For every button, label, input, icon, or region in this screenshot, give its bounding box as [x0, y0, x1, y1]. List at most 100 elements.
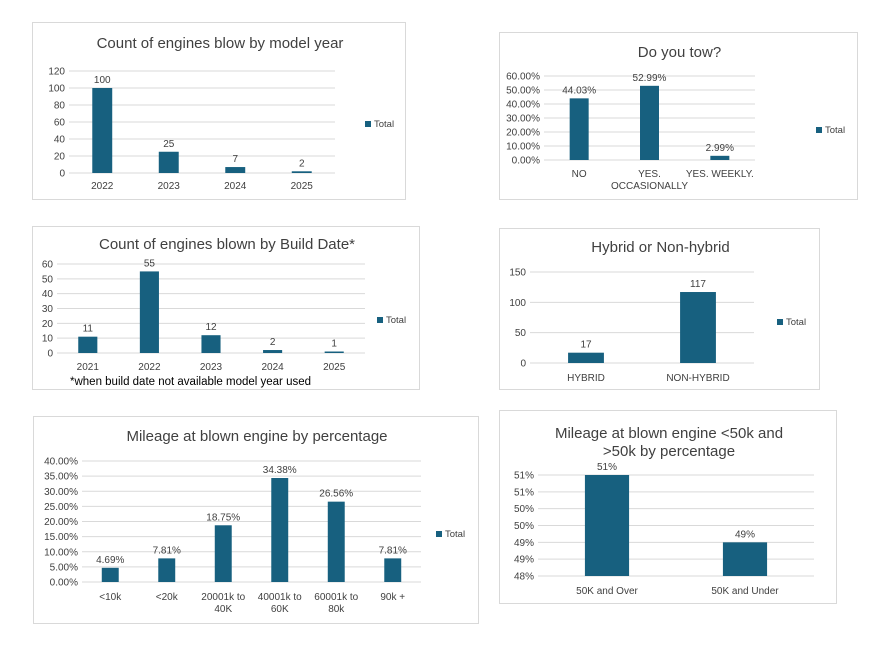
data-label: 7.81% [153, 545, 181, 556]
category-label: <10k [99, 592, 122, 603]
hybrid-chart-svg: Hybrid or Non-hybrid 0 50 100 150 17 HYBRID 117… [509, 239, 806, 384]
data-label: 55 [144, 258, 156, 269]
chart-panel-mileage-50k: Mileage at blown engine <50k and >50k by … [499, 410, 837, 604]
data-label: 34.38% [263, 465, 297, 476]
legend-swatch [365, 121, 371, 127]
y-tick-label: 60 [42, 260, 54, 271]
y-tick-label: 40 [42, 289, 54, 300]
data-label: 12 [205, 322, 217, 333]
tow-chart-svg: Do you tow? 0.00% 10.00% 20.00% 30.00% 40.00%… [506, 44, 845, 192]
category-label: 40001k to 60K [258, 592, 302, 615]
data-label: 18.75% [206, 512, 240, 523]
y-tick-label: 20 [42, 319, 54, 330]
y-tick-label: 0.00% [50, 578, 78, 589]
y-tick-label: 0 [59, 169, 65, 180]
category-label: HYBRID [567, 373, 605, 384]
bar [640, 85, 659, 160]
y-tick-label: 150 [509, 268, 526, 279]
chart-title: Hybrid or Non-hybrid [591, 239, 729, 256]
bar [158, 558, 176, 582]
bar [225, 167, 246, 173]
data-label: 11 [83, 324, 94, 335]
y-tick-label: 25.00% [44, 502, 78, 513]
y-tick-label: 50 [515, 328, 527, 339]
legend-swatch [816, 127, 822, 133]
y-tick-label: 50% [514, 504, 534, 515]
chart-panel-mileage: Mileage at blown engine by percentage 0.0… [33, 416, 479, 624]
data-label: 49% [735, 529, 755, 540]
y-tick-label: 60.00% [506, 72, 540, 83]
y-tick-label: 100 [509, 298, 526, 309]
bar [722, 542, 768, 576]
bar [201, 335, 221, 353]
category-label: 2021 [77, 362, 100, 373]
y-tick-label: 5.00% [50, 562, 78, 573]
bar [78, 336, 98, 353]
category-label: 2022 [91, 181, 114, 192]
category-label: NO [572, 169, 587, 180]
legend-label: Total [445, 529, 465, 540]
y-tick-label: 50% [514, 521, 534, 532]
bar [569, 98, 589, 160]
data-label: 26.56% [319, 489, 353, 500]
chart-title: Count of engines blown by Build Date* [99, 236, 355, 253]
data-label: 7 [232, 154, 238, 165]
legend-swatch [777, 319, 783, 325]
bar [291, 171, 312, 173]
chart-title: Mileage at blown engine by percentage [126, 428, 387, 445]
y-tick-label: 49% [514, 538, 534, 549]
legend-label: Total [374, 119, 394, 130]
y-tick-label: 30.00% [506, 114, 540, 125]
y-tick-label: 51% [514, 471, 534, 482]
data-label: 4.69% [96, 555, 124, 566]
y-tick-label: 10.00% [44, 547, 78, 558]
category-label: 2025 [323, 362, 346, 373]
chart-title: Mileage at blown engine <50k and >50k by … [555, 425, 783, 460]
category-label: 90k + [380, 592, 405, 603]
model_year-chart-svg: Count of engines blow by model year 0 20 40… [48, 35, 394, 192]
y-tick-label: 60 [54, 118, 66, 129]
y-tick-label: 15.00% [44, 532, 78, 543]
data-label: 17 [580, 340, 592, 351]
category-label: YES. OCCASIONALLY [611, 169, 688, 192]
mileage-chart-svg: Mileage at blown engine by percentage 0.0… [44, 428, 465, 615]
category-label: 50K and Under [711, 586, 779, 597]
data-label: 100 [94, 75, 111, 86]
footnote: *when build date not available model yea… [70, 376, 311, 388]
y-tick-label: 100 [48, 84, 65, 95]
bar [710, 155, 730, 160]
mileage_50k-chart-svg: Mileage at blown engine <50k and >50k by … [514, 425, 814, 597]
data-label: 25 [163, 139, 175, 150]
bar [139, 271, 159, 353]
bar [263, 350, 283, 353]
y-tick-label: 20 [54, 152, 66, 163]
y-tick-label: 48% [514, 572, 534, 583]
build_date-chart-svg: Count of engines blown by Build Date* 0 10… [42, 236, 406, 388]
y-tick-label: 51% [514, 487, 534, 498]
category-label: YES. WEEKLY. [686, 169, 754, 180]
y-tick-label: 0.00% [512, 156, 540, 167]
y-tick-label: 49% [514, 555, 534, 566]
y-tick-label: 120 [48, 67, 65, 78]
data-label: 117 [690, 279, 706, 290]
bar [584, 475, 630, 576]
data-label: 1 [331, 339, 337, 350]
y-tick-label: 30 [42, 304, 54, 315]
bar [680, 292, 716, 363]
data-label: 2 [299, 158, 305, 169]
category-label: 2024 [261, 362, 284, 373]
bar [271, 478, 289, 582]
category-label: 2024 [224, 181, 247, 192]
bar [92, 88, 113, 173]
category-label: 50K and Over [576, 586, 638, 597]
data-label: 7.81% [379, 545, 407, 556]
y-tick-label: 20.00% [44, 517, 78, 528]
legend-swatch [436, 531, 442, 537]
y-tick-label: 80 [54, 101, 66, 112]
bar [214, 525, 232, 582]
y-tick-label: 10.00% [506, 142, 540, 153]
y-tick-label: 0 [520, 359, 526, 370]
category-label: 2022 [138, 362, 161, 373]
data-label: 2 [270, 337, 276, 348]
data-label: 44.03% [562, 85, 596, 96]
